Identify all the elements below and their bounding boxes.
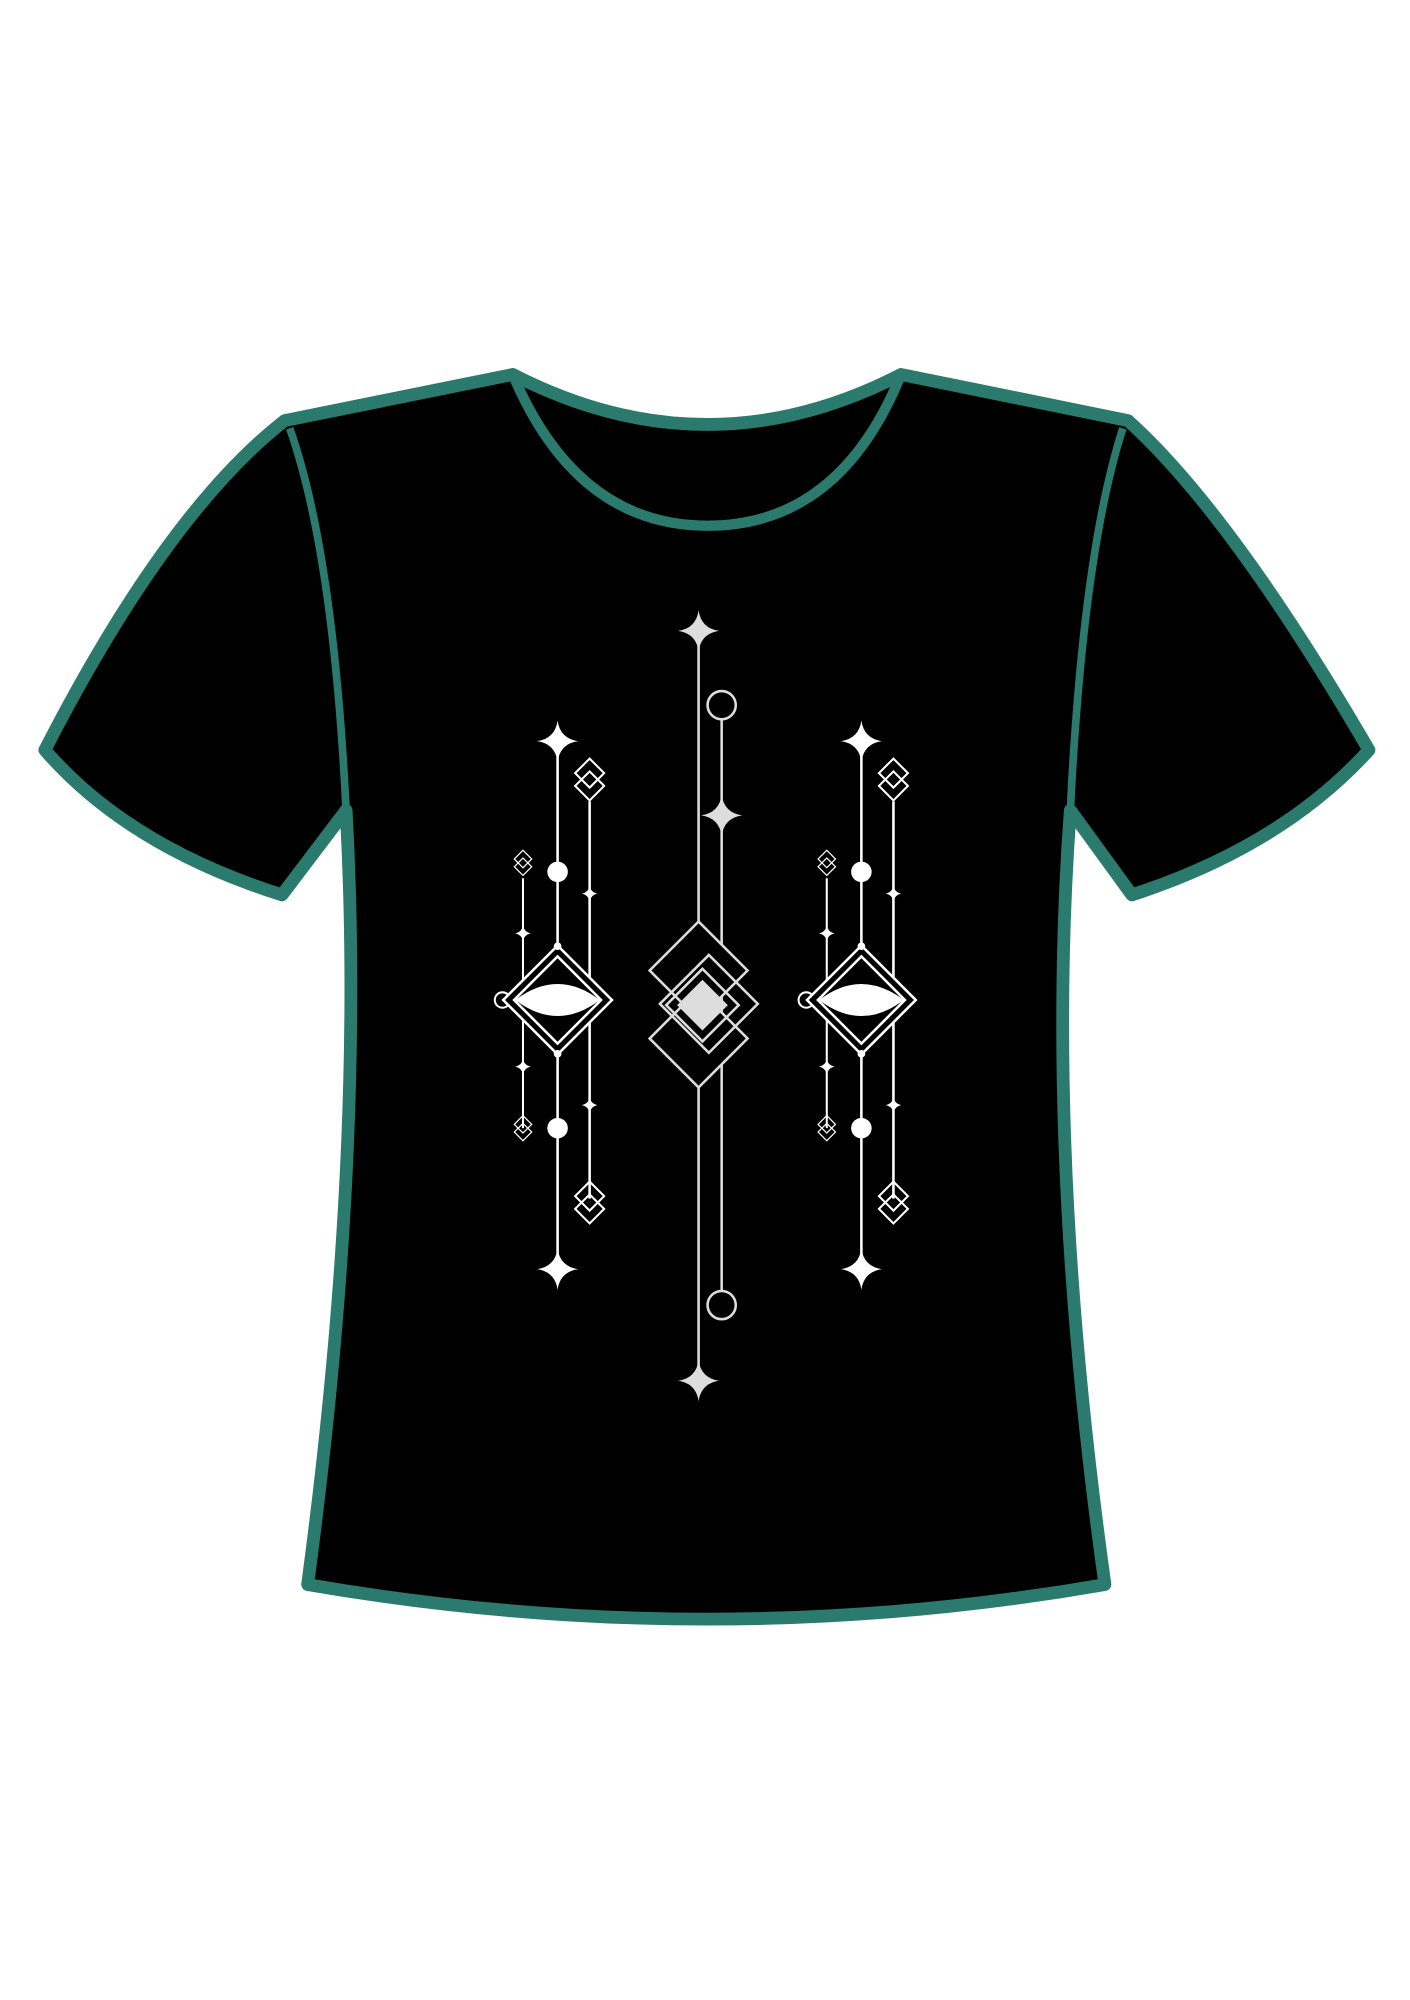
diamond-frame [664,967,741,1044]
collar [508,372,906,531]
sleeve-seam [286,427,350,811]
sleeve-seam [1066,427,1127,811]
diamond-frame [658,953,760,1055]
diamond-frame [647,919,750,1022]
ring [706,1289,738,1321]
ring [706,689,738,721]
center-motif [647,610,760,1402]
